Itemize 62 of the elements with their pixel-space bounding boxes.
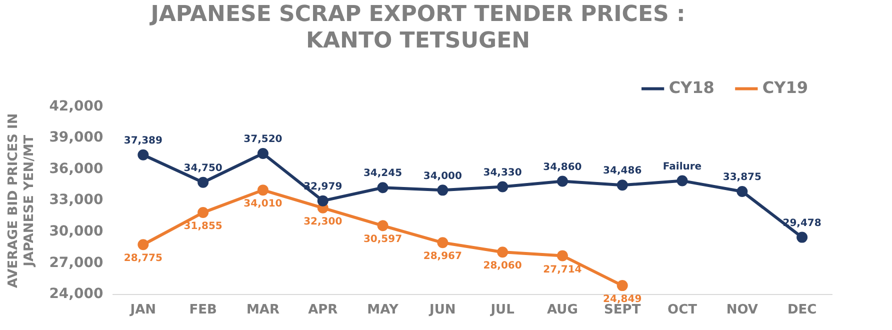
data-label: 34,486 [603, 166, 642, 177]
x-tick-label: JAN [129, 302, 156, 318]
data-label: 27,714 [543, 264, 582, 276]
x-tick-label: APR [308, 302, 338, 318]
x-tick-label: MAR [246, 302, 280, 318]
point [796, 232, 808, 243]
data-label: 34,245 [363, 168, 402, 180]
data-label: 31,855 [184, 221, 222, 232]
y-tick-label: 36,000 [49, 160, 104, 177]
y-tick-label: 24,000 [49, 286, 104, 302]
x-tick-label: JUL [490, 302, 514, 318]
data-label: Failure [662, 161, 702, 172]
point [138, 239, 149, 250]
data-label: 32,300 [304, 216, 342, 228]
x-tick-label: FEB [189, 302, 217, 318]
point [198, 176, 209, 188]
x-tick-label: SEPT [604, 302, 641, 318]
point [556, 250, 568, 262]
point [497, 246, 508, 258]
data-label: 30,597 [363, 234, 402, 246]
point [257, 184, 268, 196]
data-label: 34,000 [423, 170, 462, 182]
data-label: 34,860 [543, 162, 582, 173]
data-label: 24,849 [603, 294, 642, 306]
point [497, 181, 508, 192]
point [556, 176, 568, 187]
x-tick-label: MAY [367, 302, 399, 318]
data-label: 28,060 [483, 260, 522, 272]
data-label: 28,775 [124, 253, 163, 264]
legend-label: CY18 [668, 78, 714, 97]
x-tick-label: JUN [428, 302, 456, 318]
x-tick-label: DEC [787, 302, 817, 318]
point [616, 180, 628, 191]
y-axis-title: AVERAGE BID PRICES IN JAPANESE YEN/MT [6, 113, 37, 288]
point [138, 149, 149, 160]
x-tick-label: OCT [668, 302, 698, 318]
y-tick-label: 39,000 [49, 130, 104, 146]
legend-label: CY19 [762, 78, 808, 97]
data-label: 33,875 [722, 172, 762, 184]
y-tick-label: 42,000 [49, 98, 104, 114]
point [616, 280, 628, 292]
y-tick-label: 27,000 [49, 254, 104, 271]
data-label: 28,967 [423, 251, 462, 262]
point [676, 175, 688, 186]
y-tick-label: 30,000 [49, 224, 104, 240]
data-label: 34,750 [184, 162, 222, 174]
data-label: 34,330 [483, 167, 522, 178]
x-tick-label: AUG [547, 302, 578, 318]
y-tick-label: 33,000 [49, 192, 104, 208]
data-label: 37,520 [244, 134, 282, 146]
point [257, 148, 268, 159]
data-label: 37,389 [124, 135, 163, 146]
data-label: 34,010 [244, 198, 282, 210]
point [437, 237, 448, 248]
point [317, 195, 328, 206]
chart-title: JAPANESE SCRAP EXPORT TENDER PRICES : KANTO TETSUGEN [148, 2, 686, 54]
point [437, 184, 448, 196]
x-tick-label: NOV [726, 302, 758, 318]
point [736, 186, 748, 197]
point [377, 220, 388, 232]
point [377, 182, 388, 194]
point [198, 207, 209, 218]
